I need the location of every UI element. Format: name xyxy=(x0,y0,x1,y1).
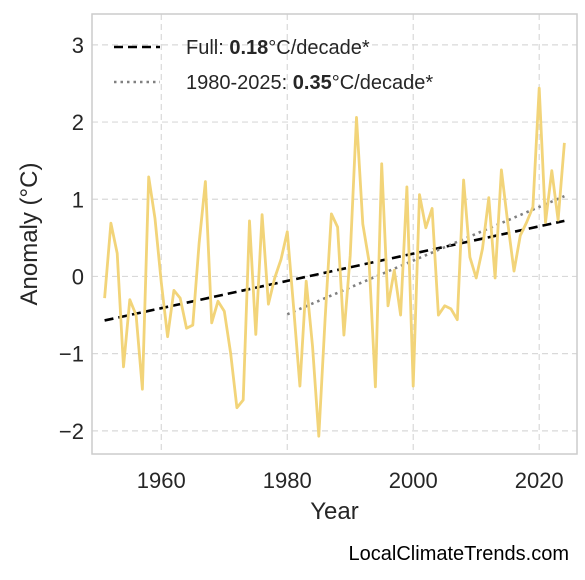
watermark-text: LocalClimateTrends.com xyxy=(349,543,569,565)
legend-recent-prefix: 1980-2025: xyxy=(186,72,293,94)
x-tick-label: 1980 xyxy=(263,468,312,493)
plot-frame xyxy=(91,13,578,455)
y-tick-label: −2 xyxy=(59,419,84,444)
data-series xyxy=(103,86,566,438)
legend: Full: 0.18°C/decade* 1980-2025: 0.35°C/d… xyxy=(114,37,433,94)
y-tick-label: 0 xyxy=(72,264,84,289)
anomaly-series-line xyxy=(103,86,566,438)
y-axis-title: Anomaly (°C) xyxy=(16,163,43,306)
y-tick-label: −1 xyxy=(59,342,84,367)
x-tick-label: 2000 xyxy=(389,468,438,493)
y-tick-label: 1 xyxy=(72,187,84,212)
x-tick-labels: 1960 1980 2000 2020 xyxy=(137,468,564,493)
x-axis-title: Year xyxy=(310,498,359,525)
legend-full-prefix: Full: xyxy=(186,37,229,59)
legend-recent-value: 0.35 xyxy=(293,72,332,94)
y-tick-labels: −2 −1 0 1 2 3 xyxy=(59,33,84,444)
x-tick-label: 1960 xyxy=(137,468,186,493)
trend-line-recent xyxy=(286,194,565,316)
legend-full-suffix: °C/decade* xyxy=(268,37,370,59)
y-tick-label: 3 xyxy=(72,33,84,58)
legend-entry-recent-trend: 1980-2025: 0.35°C/decade* xyxy=(186,72,433,94)
legend-full-value: 0.18 xyxy=(229,37,268,59)
y-tick-label: 2 xyxy=(72,110,84,135)
legend-entry-full-trend: Full: 0.18°C/decade* xyxy=(186,37,370,59)
x-tick-label: 2020 xyxy=(515,468,564,493)
legend-recent-suffix: °C/decade* xyxy=(332,72,434,94)
